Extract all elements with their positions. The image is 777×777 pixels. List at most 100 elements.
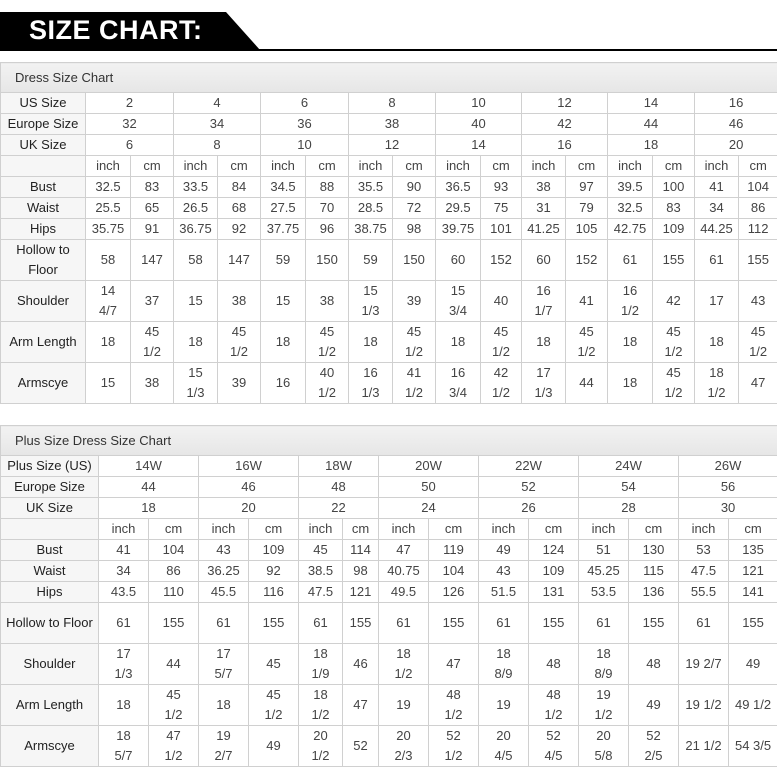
measurement-cell: 18 8/9 [478, 643, 529, 685]
measurement-cell: 17 1/3 [98, 643, 149, 685]
measurement-cell: 16 1/3 [348, 362, 393, 404]
size-cell: 46 [198, 476, 299, 498]
measurement-cell: 25.5 [85, 197, 131, 219]
unit-cm: cm [428, 518, 479, 540]
row-label: Arm Length [0, 321, 86, 363]
measurement-cell: 104 [737, 176, 777, 198]
measurement-cell: 92 [248, 560, 299, 582]
measurement-cell: 49 [628, 684, 679, 726]
size-cell: 44 [607, 113, 695, 135]
size-row: Europe Size 32 34 36 38 40 42 44 46 [0, 113, 777, 135]
measurement-cell: 155 [727, 602, 777, 644]
measurement-cell: 86 [737, 197, 777, 219]
measurement-cell: 126 [428, 581, 479, 603]
measurement-cell: 47 [342, 684, 379, 726]
row-label: Europe Size [0, 113, 86, 135]
measurement-cell: 72 [392, 197, 436, 219]
measurement-cell: 29.5 [435, 197, 481, 219]
measurement-cell: 18 1/2 [378, 643, 429, 685]
measurement-cell: 49 1/2 [727, 684, 777, 726]
measurement-cell: 130 [628, 539, 679, 561]
measurement-cell: 15 1/3 [348, 280, 393, 322]
size-cell: 50 [378, 476, 479, 498]
measurement-cell: 19 [478, 684, 529, 726]
measurement-cell: 61 [678, 602, 729, 644]
measurement-cell: 16 3/4 [435, 362, 481, 404]
measurement-cell: 37 [130, 280, 174, 322]
measurement-row: Waist 25.5 65 26.5 68 27.5 70 28.5 72 29.5 75 31 79 3… [0, 197, 777, 219]
row-label-empty [0, 155, 86, 177]
unit-inch: inch [578, 518, 629, 540]
size-cell: 16 [693, 92, 777, 114]
size-row: UK Size 18 20 22 24 26 28 30 [0, 497, 777, 519]
row-label: UK Size [0, 134, 86, 156]
row-label: Hips [0, 218, 86, 240]
size-cell: 34 [173, 113, 261, 135]
measurement-cell: 43 [478, 560, 529, 582]
measurement-cell: 119 [428, 539, 479, 561]
unit-cm: cm [392, 155, 436, 177]
measurement-cell: 45 1/2 [652, 321, 695, 363]
measurement-cell: 155 [628, 602, 679, 644]
measurement-cell: 45 1/2 [148, 684, 199, 726]
measurement-cell: 49 [478, 539, 529, 561]
size-cell: 56 [677, 476, 777, 498]
measurement-cell: 38 [305, 280, 349, 322]
measurement-cell: 18 [694, 321, 739, 363]
unit-inch: inch [678, 518, 729, 540]
measurement-cell: 41 [98, 539, 149, 561]
measurement-row: Armscye 15 38 15 1/3 39 16 40 1/2 16 1/3 41 1/2 1… [0, 362, 777, 404]
measurement-cell: 45 1/2 [392, 321, 436, 363]
size-cell: 40 [435, 113, 522, 135]
measurement-cell: 155 [342, 602, 379, 644]
unit-inch: inch [607, 155, 653, 177]
size-cell: 32 [85, 113, 174, 135]
measurement-cell: 52 1/2 [428, 725, 479, 767]
measurement-cell: 45.25 [578, 560, 629, 582]
measurement-cell: 47.5 [298, 581, 343, 603]
measurement-cell: 45 [248, 643, 299, 685]
measurement-cell: 83 [652, 197, 695, 219]
measurement-cell: 135 [727, 539, 777, 561]
measurement-cell: 109 [652, 218, 695, 240]
measurement-cell: 53.5 [578, 581, 629, 603]
measurement-cell: 105 [565, 218, 608, 240]
measurement-cell: 47 [737, 362, 777, 404]
measurement-cell: 48 1/2 [428, 684, 479, 726]
page-title: SIZE CHART: [29, 15, 203, 45]
size-cell: 6 [85, 134, 174, 156]
unit-inch: inch [478, 518, 529, 540]
measurement-cell: 19 2/7 [678, 643, 729, 685]
measurement-cell: 96 [305, 218, 349, 240]
measurement-cell: 61 [198, 602, 249, 644]
measurement-cell: 20 5/8 [578, 725, 629, 767]
unit-cm: cm [628, 518, 679, 540]
measurement-cell: 53 [678, 539, 729, 561]
measurement-cell: 47.5 [678, 560, 729, 582]
measurement-cell: 152 [565, 239, 608, 281]
size-cell: 24 [378, 497, 479, 519]
measurement-cell: 84 [217, 176, 261, 198]
measurement-cell: 15 [85, 362, 131, 404]
measurement-cell: 54 3/5 [727, 725, 777, 767]
measurement-cell: 39 [217, 362, 261, 404]
measurement-cell: 121 [727, 560, 777, 582]
measurement-row: Hollow to Floor 58 147 58 147 59 150 59 150 60 152… [0, 239, 777, 281]
measurement-cell: 90 [392, 176, 436, 198]
size-cell: 2 [85, 92, 174, 114]
row-label: US Size [0, 92, 86, 114]
measurement-cell: 147 [217, 239, 261, 281]
row-label: Armscye [0, 362, 86, 404]
measurement-cell: 49 [248, 725, 299, 767]
measurement-cell: 112 [737, 218, 777, 240]
measurement-cell: 52 [342, 725, 379, 767]
measurement-cell: 37.75 [260, 218, 306, 240]
size-row: UK Size 6 8 10 12 14 16 18 20 [0, 134, 777, 156]
measurement-cell: 28.5 [348, 197, 393, 219]
measurement-cell: 18 [435, 321, 481, 363]
measurement-cell: 36.25 [198, 560, 249, 582]
measurement-cell: 75 [480, 197, 522, 219]
dress-size-table: Dress Size Chart US Size 2 4 6 8 10 12 14 16 Europ… [0, 62, 777, 404]
measurement-cell: 48 [528, 643, 579, 685]
row-label: Armscye [0, 725, 99, 767]
